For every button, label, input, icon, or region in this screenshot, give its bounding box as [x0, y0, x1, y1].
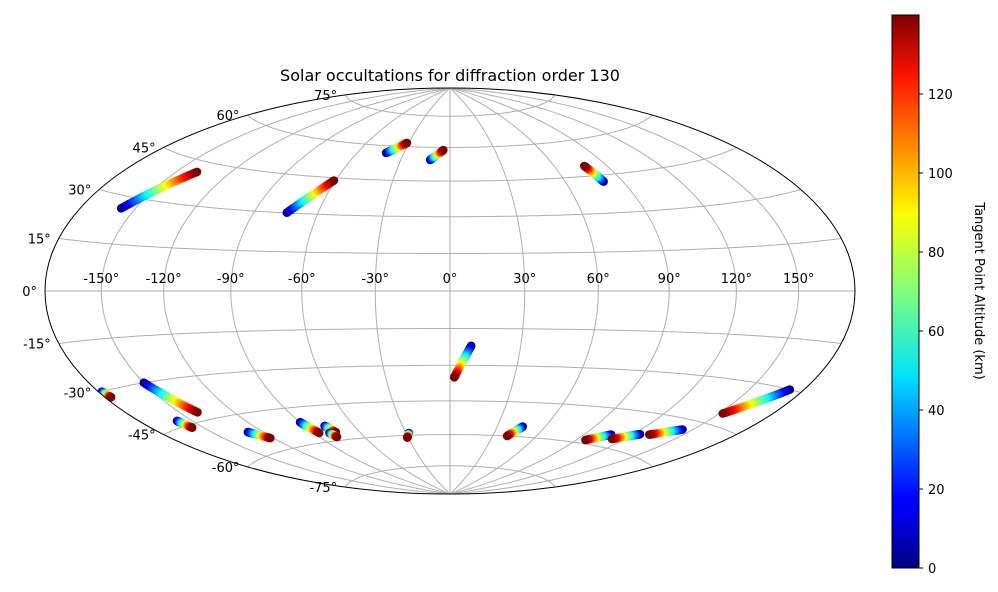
scatter-point	[718, 409, 727, 418]
scatter-point	[187, 423, 197, 433]
parallel-line	[344, 465, 556, 488]
longitude-tick-label: 150°	[783, 272, 814, 287]
latitude-tick-label: 30°	[68, 184, 91, 199]
chart-title: Solar occultations for diffraction order…	[280, 66, 620, 85]
parallel-line	[247, 433, 653, 468]
scatter-point	[193, 408, 202, 417]
scatter-point	[314, 428, 324, 438]
latitude-tick-label: -30°	[64, 387, 92, 402]
axis-tick-labels: -150° -120° -90° -60° -30° 0° 30° 60° 90° 120° 150…	[22, 89, 814, 496]
scatter-point	[439, 145, 448, 155]
scatter-point	[607, 434, 617, 444]
latitude-tick-label: 15°	[28, 233, 51, 248]
latitude-tick-label: 45°	[133, 142, 156, 157]
colorbar: 0 20 40 60 80 100 120 Tangent Point Altitude (…	[891, 14, 986, 577]
scatter-points	[97, 138, 795, 445]
scatter-point	[402, 138, 412, 148]
longitude-tick-label: 90°	[658, 272, 681, 287]
parallel-line	[58, 238, 842, 254]
longitude-tick-label: -60°	[288, 272, 316, 287]
latitude-tick-label: -45°	[128, 429, 156, 444]
latitude-tick-label: 0°	[22, 285, 37, 300]
scatter-point	[581, 435, 590, 445]
scatter-point	[329, 176, 339, 185]
latitude-tick-label: -15°	[23, 338, 51, 353]
parallel-line	[163, 400, 737, 435]
latitude-tick-label: 60°	[216, 109, 239, 124]
colorbar-tick-label: 100	[928, 167, 953, 182]
latitude-tick-label: -60°	[212, 461, 240, 476]
latitude-tick-label: 75°	[314, 89, 337, 104]
parallel-line	[99, 364, 801, 393]
scatter-point	[403, 433, 412, 442]
longitude-tick-label: -120°	[146, 272, 182, 287]
longitude-tick-label: -150°	[83, 272, 119, 287]
parallel-line	[247, 114, 653, 149]
scatter-point	[502, 431, 512, 441]
graticule	[45, 88, 855, 494]
colorbar-tick-label: 40	[928, 404, 945, 419]
longitude-tick-label: 120°	[721, 272, 752, 287]
scatter-point	[332, 432, 342, 442]
colorbar-tick-label: 120	[928, 88, 953, 103]
parallel-line	[58, 328, 842, 344]
colorbar-label: Tangent Point Altitude (km)	[971, 201, 986, 379]
colorbar-gradient	[891, 14, 920, 569]
longitude-tick-label: 60°	[587, 272, 610, 287]
longitude-tick-label: -30°	[361, 272, 389, 287]
colorbar-tick-label: 80	[928, 246, 945, 261]
colorbar-tick-label: 20	[928, 483, 945, 498]
scatter-point	[106, 392, 116, 402]
colorbar-tick-label: 0	[928, 562, 936, 577]
scatter-point	[645, 430, 654, 439]
longitude-tick-label: 30°	[513, 272, 536, 287]
colorbar-tick-label: 60	[928, 325, 945, 340]
scatter-point	[450, 373, 459, 382]
longitude-tick-label: 0°	[443, 272, 458, 287]
colorbar-ticks: 0 20 40 60 80 100 120	[919, 88, 953, 577]
map-boundary	[44, 87, 856, 495]
scatter-point	[266, 433, 275, 443]
parallel-line	[163, 147, 737, 182]
longitude-tick-label: -90°	[217, 272, 245, 287]
parallel-line	[99, 189, 801, 218]
scatter-point	[580, 161, 589, 171]
scatter-point	[192, 167, 202, 177]
parallel-line	[344, 94, 556, 117]
